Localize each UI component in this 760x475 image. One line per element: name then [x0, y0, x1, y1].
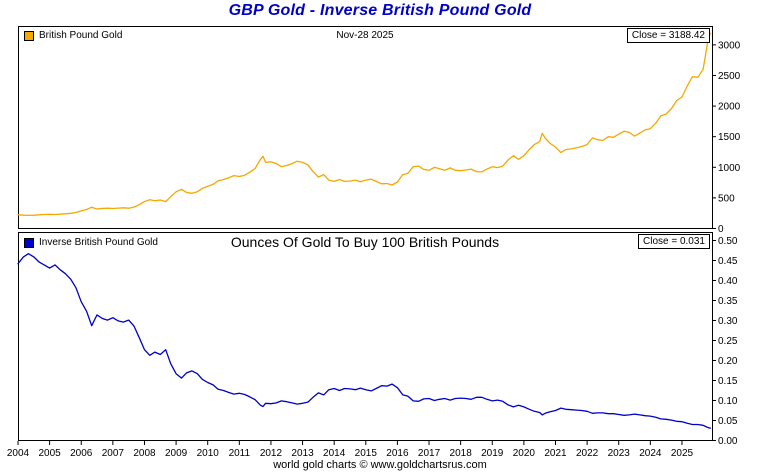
svg-text:2007: 2007	[102, 448, 125, 459]
svg-text:2021: 2021	[544, 448, 567, 459]
svg-text:2005: 2005	[38, 448, 61, 459]
svg-text:0.40: 0.40	[718, 276, 738, 287]
svg-text:0.10: 0.10	[718, 396, 738, 407]
bottom-chart-legend-label: Inverse British Pound Gold	[39, 237, 158, 248]
svg-text:2018: 2018	[450, 448, 473, 459]
top-chart-close-value: Close = 3188.42	[626, 28, 710, 43]
gbp-gold-price-chart: 0 500 1000 1500 2000 2500 3000	[17, 26, 741, 232]
svg-text:2023: 2023	[608, 448, 631, 459]
top-chart-legend: British Pound Gold	[24, 30, 122, 41]
svg-text:0.35: 0.35	[718, 296, 738, 307]
chart-date-label: Nov-28 2025	[336, 30, 394, 41]
svg-text:1500: 1500	[718, 132, 741, 143]
svg-text:2017: 2017	[418, 448, 441, 459]
svg-text:0.15: 0.15	[718, 376, 738, 387]
svg-text:0.30: 0.30	[718, 316, 738, 327]
svg-text:2500: 2500	[718, 71, 741, 82]
blue-legend-swatch-icon	[24, 237, 34, 248]
svg-text:1000: 1000	[718, 163, 741, 174]
svg-text:2016: 2016	[386, 448, 409, 459]
svg-text:2009: 2009	[165, 448, 188, 459]
svg-text:2015: 2015	[355, 448, 378, 459]
svg-text:2012: 2012	[260, 448, 283, 459]
svg-text:3000: 3000	[718, 40, 741, 51]
svg-text:2025: 2025	[671, 448, 694, 459]
svg-text:2006: 2006	[70, 448, 93, 459]
bottom-chart-annotation: Ounces Of Gold To Buy 100 British Pounds	[230, 234, 500, 250]
svg-text:0.25: 0.25	[718, 336, 738, 347]
copyright-footer: world gold charts © www.goldchartsrus.co…	[273, 459, 487, 471]
svg-text:2008: 2008	[133, 448, 156, 459]
svg-text:500: 500	[718, 193, 735, 204]
svg-text:0: 0	[718, 224, 724, 232]
bottom-chart-close-value: Close = 0.031	[638, 234, 710, 249]
svg-text:0.20: 0.20	[718, 356, 738, 367]
svg-text:2004: 2004	[7, 448, 30, 459]
svg-text:2022: 2022	[576, 448, 599, 459]
bottom-chart-legend: Inverse British Pound Gold	[24, 237, 158, 248]
svg-text:2014: 2014	[323, 448, 346, 459]
svg-text:2024: 2024	[639, 448, 662, 459]
gold-legend-swatch-icon	[24, 30, 34, 41]
svg-text:0.45: 0.45	[718, 256, 738, 267]
inverse-gbp-gold-chart: 0.00 0.05 0.10 0.15 0.20 0.25 0.30 0.35 0.40 0.45…	[7, 232, 738, 459]
svg-text:2011: 2011	[229, 448, 251, 459]
svg-text:0.05: 0.05	[718, 416, 738, 427]
svg-text:0.00: 0.00	[718, 436, 738, 447]
svg-text:0.50: 0.50	[718, 236, 738, 247]
svg-text:2013: 2013	[291, 448, 314, 459]
svg-text:2010: 2010	[197, 448, 220, 459]
svg-text:2020: 2020	[513, 448, 536, 459]
svg-text:2000: 2000	[718, 102, 741, 113]
top-chart-legend-label: British Pound Gold	[39, 30, 123, 41]
page-title: GBP Gold - Inverse British Pound Gold	[228, 2, 532, 19]
svg-text:2019: 2019	[481, 448, 504, 459]
